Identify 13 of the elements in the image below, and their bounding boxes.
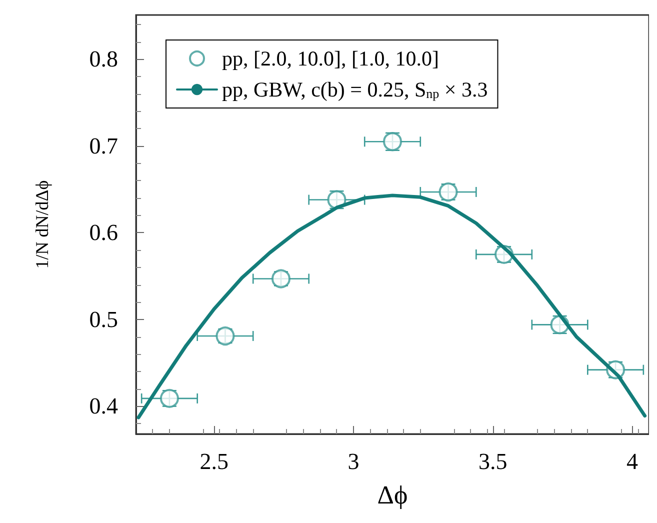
legend-label: pp, GBW, c(b) = 0.25, Snp × 3.3 [222, 78, 488, 102]
x-tick-label: 4 [626, 449, 639, 474]
y-axis-title: 1/N dN/dΔϕ [32, 180, 52, 269]
y-tick-label: 0.7 [89, 133, 118, 158]
x-axis-title: Δϕ [377, 480, 408, 510]
x-tick-label: 3 [348, 449, 360, 474]
y-tick-label: 0.8 [89, 46, 118, 72]
y-tick-label: 0.4 [89, 394, 118, 419]
y-tick-label: 0.5 [89, 306, 118, 332]
y-tick-label: 0.6 [89, 220, 118, 246]
legend-label: pp, [2.0, 10.0], [1.0, 10.0] [222, 46, 439, 70]
x-tick-label: 2.5 [200, 449, 228, 474]
x-tick-label: 3.5 [478, 449, 508, 474]
